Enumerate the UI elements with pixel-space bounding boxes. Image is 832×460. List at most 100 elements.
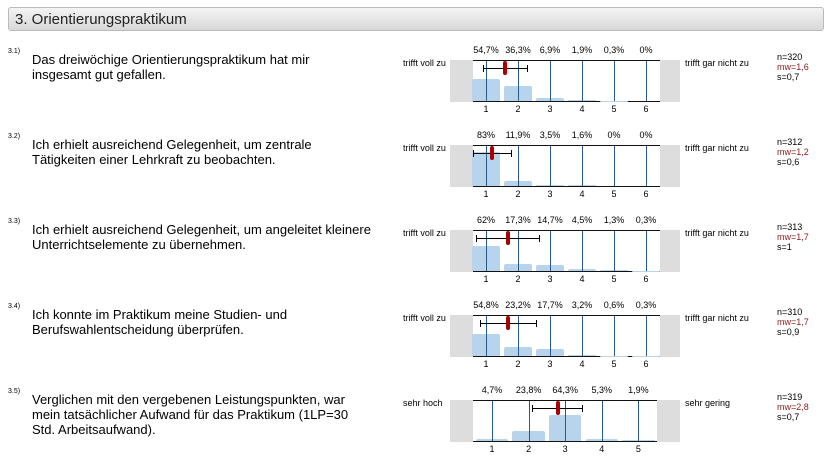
tick-label: 1 <box>483 274 488 284</box>
question-number: 3.4) <box>8 303 20 310</box>
tick-label: 3 <box>563 444 568 454</box>
percent-label: 54,7% <box>473 45 499 55</box>
percent-label: 17,3% <box>505 215 531 225</box>
tick-label: 2 <box>526 444 531 454</box>
percent-label: 11,9% <box>506 130 531 140</box>
gridline <box>529 401 530 441</box>
tick-label: 4 <box>579 274 584 284</box>
stat-sd: s=0,7 <box>777 412 809 422</box>
mean-marker <box>556 401 560 415</box>
scale-right-label: trifft gar nicht zu <box>685 58 749 68</box>
gridline <box>614 231 615 271</box>
tick-label: 3 <box>547 359 552 369</box>
gridline <box>550 146 551 186</box>
percent-label: 23,2% <box>505 300 531 310</box>
percent-label: 23,8% <box>516 385 542 395</box>
gridline <box>646 146 647 186</box>
tick-label: 4 <box>599 444 604 454</box>
question-text: Ich erhielt ausreichend Gelegenheit, um … <box>32 137 372 167</box>
tick-label: 6 <box>643 359 648 369</box>
tick-label: 2 <box>515 104 520 114</box>
gridline <box>638 401 639 441</box>
percent-label: 5,3% <box>592 385 613 395</box>
gridline <box>614 61 615 101</box>
percent-label: 62% <box>477 215 495 225</box>
question-block: 3.3) Ich erhielt ausreichend Gelegenheit… <box>0 210 832 290</box>
mean-marker <box>490 146 494 160</box>
question-number: 3.1) <box>8 48 20 55</box>
tick-label: 5 <box>611 104 616 114</box>
gridline <box>492 401 493 441</box>
tick-label: 5 <box>611 359 616 369</box>
scale-left-label: trifft voll zu <box>403 143 446 153</box>
plot-margin-left <box>450 60 473 102</box>
gridline <box>550 316 551 356</box>
plot-margin-left <box>450 230 473 272</box>
tick-label: 1 <box>483 359 488 369</box>
tick-label: 1 <box>483 189 488 199</box>
gridline <box>550 231 551 271</box>
tick-label: 4 <box>579 189 584 199</box>
question-block: 3.5) Verglichen mit den vergebenen Leist… <box>0 380 832 460</box>
percent-label: 83% <box>477 130 495 140</box>
stat-sd: s=0,9 <box>777 327 809 337</box>
histogram <box>473 230 660 272</box>
plot-margin-right <box>660 60 680 102</box>
question-text: Das dreiwöchige Orientierungspraktikum h… <box>32 52 372 82</box>
percent-label: 1,3% <box>604 215 625 225</box>
plot-margin-left <box>450 400 473 442</box>
stat-n: n=320 <box>777 52 809 62</box>
mean-marker <box>506 316 510 330</box>
histogram <box>473 400 657 442</box>
gridline <box>550 61 551 101</box>
stat-mean: mw=2,8 <box>777 402 809 412</box>
gridline <box>614 146 615 186</box>
gridline <box>582 231 583 271</box>
tick-label: 2 <box>515 359 520 369</box>
tick-label: 2 <box>515 274 520 284</box>
tick-label: 5 <box>636 444 641 454</box>
tick-label: 5 <box>611 189 616 199</box>
question-block: 3.4) Ich konnte im Praktikum meine Studi… <box>0 295 832 375</box>
question-block: 3.1) Das dreiwöchige Orientierungsprakti… <box>0 40 832 120</box>
tick-label: 6 <box>643 189 648 199</box>
tick-label: 3 <box>547 274 552 284</box>
percent-label: 14,7% <box>537 215 563 225</box>
plot-margin-left <box>450 145 473 187</box>
stat-mean: mw=1,7 <box>777 232 809 242</box>
plot-margin-right <box>660 230 680 272</box>
gridline <box>646 231 647 271</box>
tick-label: 5 <box>611 274 616 284</box>
stat-n: n=312 <box>777 137 809 147</box>
percent-label: 3,5% <box>540 130 561 140</box>
plot-margin-left <box>450 315 473 357</box>
mean-marker <box>503 61 507 75</box>
percent-label: 0,3% <box>604 45 625 55</box>
percent-label: 0,6% <box>604 300 625 310</box>
percent-label: 3,2% <box>572 300 593 310</box>
percent-label: 6,9% <box>540 45 561 55</box>
stat-sd: s=0,7 <box>777 72 809 82</box>
percent-label: 1,9% <box>628 385 649 395</box>
question-text: Ich erhielt ausreichend Gelegenheit, um … <box>32 222 372 252</box>
percent-label: 1,6% <box>572 130 593 140</box>
tick-label: 1 <box>489 444 494 454</box>
stat-sd: s=1 <box>777 242 809 252</box>
question-block: 3.2) Ich erhielt ausreichend Gelegenheit… <box>0 125 832 205</box>
question-number: 3.3) <box>8 218 20 225</box>
tick-label: 2 <box>515 189 520 199</box>
scale-left-label: trifft voll zu <box>403 58 446 68</box>
tick-label: 6 <box>643 104 648 114</box>
gridline <box>582 146 583 186</box>
scale-right-label: trifft gar nicht zu <box>685 143 749 153</box>
percent-label: 0% <box>607 130 620 140</box>
gridline <box>646 316 647 356</box>
scale-right-label: trifft gar nicht zu <box>685 313 749 323</box>
percent-label: 0% <box>639 45 652 55</box>
percent-label: 64,3% <box>552 385 578 395</box>
histogram <box>473 60 660 102</box>
tick-label: 6 <box>643 274 648 284</box>
mean-marker <box>506 231 510 245</box>
